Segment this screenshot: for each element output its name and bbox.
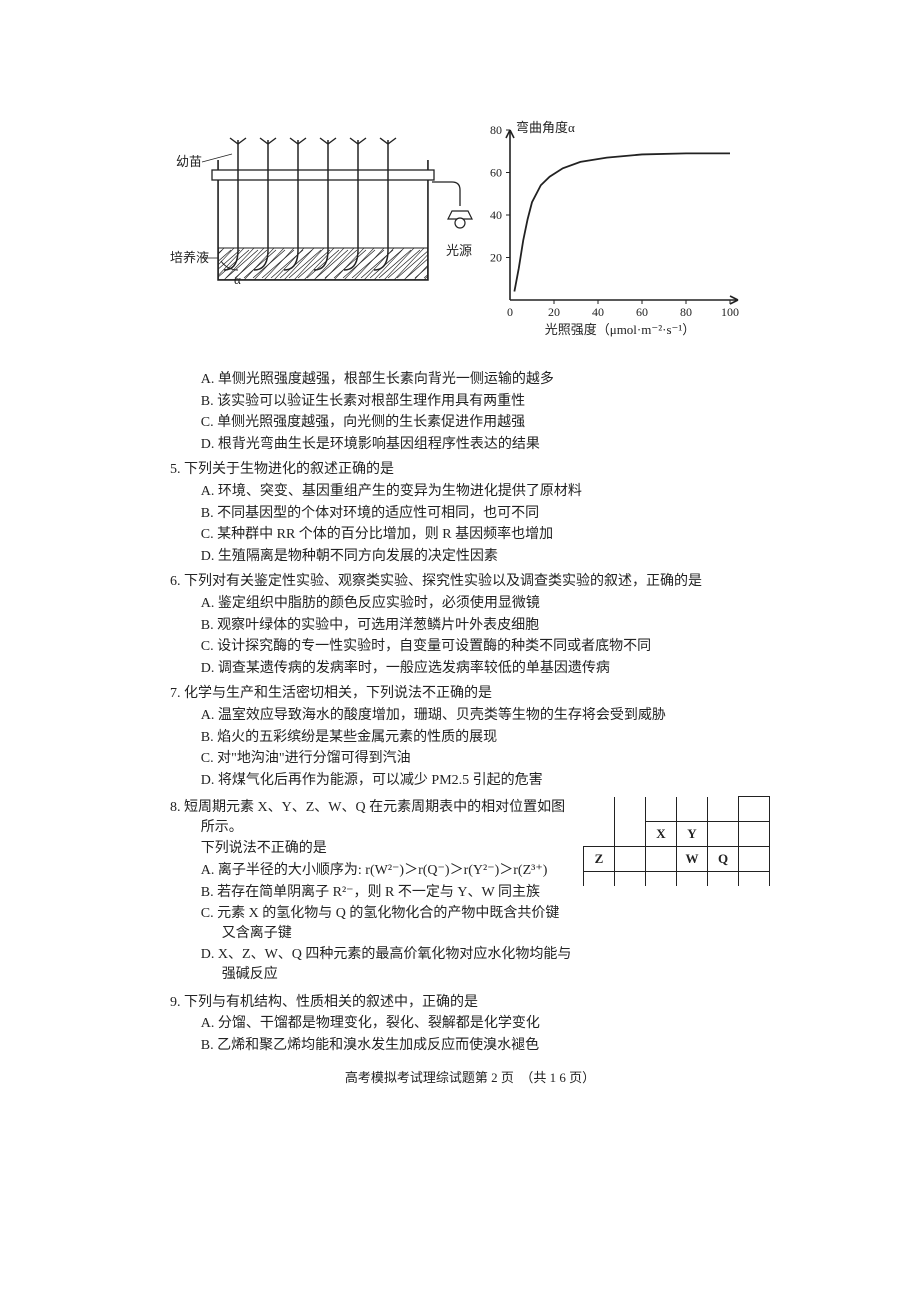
svg-text:80: 80	[680, 305, 692, 319]
svg-text:40: 40	[490, 208, 502, 222]
q5-option-b: B. 不同基因型的个体对环境的适应性可相同，也可不同	[201, 504, 770, 524]
periodic-mini-table: X Y Z W Q	[583, 796, 770, 886]
svg-text:α: α	[234, 272, 241, 287]
q6-stem: 6. 下列对有关鉴定性实验、观察类实验、探究性实验以及调查类实验的叙述，正确的是	[170, 572, 770, 592]
q6-option-b: B. 观察叶绿体的实验中，可选用洋葱鳞片叶外表皮细胞	[201, 616, 770, 636]
page-footer: 高考模拟考试理综试题第 2 页 （共 1 6 页）	[170, 1069, 770, 1087]
q9-option-a: A. 分馏、干馏都是物理变化，裂化、裂解都是化学变化	[201, 1014, 770, 1034]
exam-page: α 幼苗培养液 光源 20 40 60 80 0 20 40 60 80 100 弯曲角度α 光照强度（μ…	[0, 0, 920, 1148]
q7-option-c: C. 对"地沟油"进行分馏可得到汽油	[201, 749, 770, 769]
seedling-diagram: α幼苗培养液光源	[170, 120, 450, 320]
q7-option-b: B. 焰火的五彩缤纷是某些金属元素的性质的展现	[201, 728, 770, 748]
q8-stem: 8. 短周期元素 X、Y、Z、W、Q 在元素周期表中的相对位置如图所示。	[170, 798, 573, 837]
ptable-cell-q: Q	[708, 847, 739, 872]
q8-option-c: C. 元素 X 的氢化物与 Q 的氢化物化合的产物中既含共价键又含离子键	[201, 904, 573, 943]
q6-option-a: A. 鉴定组织中脂肪的颜色反应实验时，必须使用显微镜	[201, 594, 770, 614]
q8-option-d: D. X、Z、W、Q 四种元素的最高价氧化物对应水化物均能与强碱反应	[201, 945, 573, 984]
q8-option-b: B. 若存在简单阴离子 R²⁻，则 R 不一定与 Y、W 同主族	[201, 883, 573, 903]
curve-svg: 20 40 60 80 0 20 40 60 80 100 弯曲角度α 光照强度（μmol·m⁻²·s…	[480, 120, 770, 350]
seedling-svg: α 幼苗培养液 光源	[170, 120, 490, 320]
svg-text:80: 80	[490, 123, 502, 137]
svg-text:光照强度（μmol·m⁻²·s⁻¹）: 光照强度（μmol·m⁻²·s⁻¹）	[545, 322, 696, 337]
q7-stem: 7. 化学与生产和生活密切相关，下列说法不正确的是	[170, 684, 770, 704]
ptable-cell-x: X	[646, 822, 677, 847]
q4-option-a: A. 单侧光照强度越强，根部生长素向背光一侧运输的越多	[201, 370, 770, 390]
svg-text:幼苗: 幼苗	[176, 154, 202, 169]
q6-option-d: D. 调查某遗传病的发病率时，一般应选发病率较低的单基因遗传病	[201, 659, 770, 679]
svg-text:20: 20	[490, 251, 502, 265]
svg-text:光源: 光源	[446, 243, 472, 258]
q9-option-b: B. 乙烯和聚乙烯均能和溴水发生加成反应而使溴水褪色	[201, 1036, 770, 1056]
q4-option-d: D. 根背光弯曲生长是环境影响基因组程序性表达的结果	[201, 435, 770, 455]
q5-option-c: C. 某种群中 RR 个体的百分比增加，则 R 基因频率也增加	[201, 525, 770, 545]
q4-option-b: B. 该实验可以验证生长素对根部生理作用具有两重性	[201, 392, 770, 412]
svg-text:培养液: 培养液	[170, 250, 209, 265]
svg-text:弯曲角度α: 弯曲角度α	[516, 120, 575, 135]
q7-option-a: A. 温室效应导致海水的酸度增加，珊瑚、贝壳类等生物的生存将会受到威胁	[201, 706, 770, 726]
q9-stem: 9. 下列与有机结构、性质相关的叙述中，正确的是	[170, 993, 770, 1013]
ptable-cell-y: Y	[677, 822, 708, 847]
q8-block: 8. 短周期元素 X、Y、Z、W、Q 在元素周期表中的相对位置如图所示。 下列说…	[170, 792, 770, 986]
q8-option-a: A. 离子半径的大小顺序为: r(W²⁻)＞r(Q⁻)＞r(Y²⁻)＞r(Z³⁺…	[201, 861, 573, 881]
curve-chart: 20 40 60 80 0 20 40 60 80 100 弯曲角度α 光照强度（μmol·m⁻²·s…	[480, 120, 770, 350]
q8-sub: 下列说法不正确的是	[201, 839, 573, 859]
ptable-cell-z: Z	[584, 847, 615, 872]
svg-text:100: 100	[721, 305, 739, 319]
q7-option-d: D. 将煤气化后再作为能源，可以减少 PM2.5 引起的危害	[201, 771, 770, 791]
svg-text:0: 0	[507, 305, 513, 319]
q5-option-d: D. 生殖隔离是物种朝不同方向发展的决定性因素	[201, 547, 770, 567]
q4-option-c: C. 单侧光照强度越强，向光侧的生长素促进作用越强	[201, 413, 770, 433]
ptable-cell-w: W	[677, 847, 708, 872]
q5-option-a: A. 环境、突变、基因重组产生的变异为生物进化提供了原材料	[201, 482, 770, 502]
svg-text:40: 40	[592, 305, 604, 319]
svg-text:60: 60	[490, 166, 502, 180]
figures-row: α 幼苗培养液 光源 20 40 60 80 0 20 40 60 80 100 弯曲角度α 光照强度（μ…	[170, 120, 770, 350]
svg-text:20: 20	[548, 305, 560, 319]
q5-stem: 5. 下列关于生物进化的叙述正确的是	[170, 460, 770, 480]
q6-option-c: C. 设计探究酶的专一性实验时，自变量可设置酶的种类不同或者底物不同	[201, 637, 770, 657]
svg-text:60: 60	[636, 305, 648, 319]
